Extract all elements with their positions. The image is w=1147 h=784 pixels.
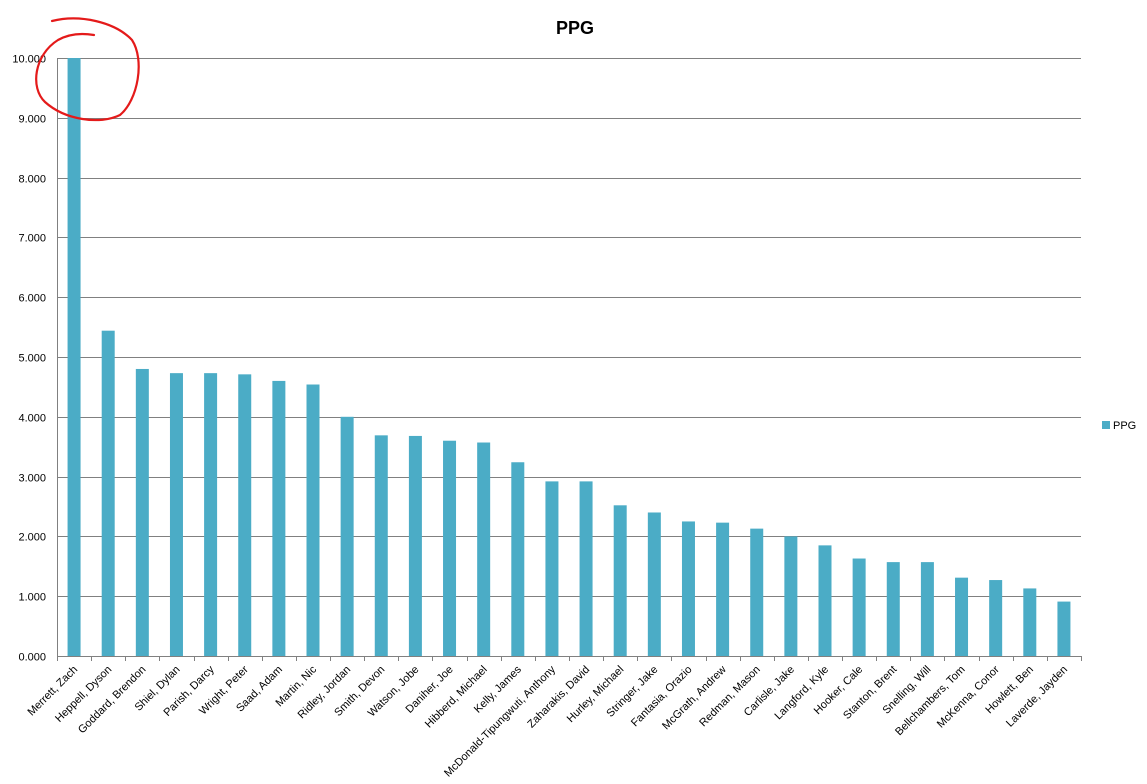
legend: PPG — [1102, 420, 1136, 432]
legend-swatch — [1102, 421, 1110, 429]
x-tick-label: Redman, Mason — [697, 664, 763, 730]
bar — [852, 558, 866, 656]
bar — [306, 384, 320, 656]
y-tick-label: 8.000 — [18, 174, 46, 186]
bar — [408, 435, 422, 656]
bar — [477, 442, 491, 656]
bars — [67, 58, 1071, 656]
legend-label: PPG — [1113, 420, 1136, 432]
bar — [955, 577, 969, 656]
bar — [204, 373, 218, 656]
bar — [1023, 588, 1037, 656]
x-tick-label: Laverde, Jayden — [1004, 664, 1070, 730]
y-tick-label: 3.000 — [18, 473, 46, 485]
y-tick-label: 5.000 — [18, 353, 46, 365]
bar — [784, 536, 798, 656]
bar — [716, 522, 730, 656]
y-axis-ticks: 0.000 1.000 2.000 3.000 4.000 5.000 6.000 7.000… — [12, 54, 46, 664]
bar — [647, 512, 661, 656]
x-tick-label: Fantasia, Orazio — [629, 664, 695, 730]
bar — [169, 373, 183, 656]
bar — [374, 435, 388, 656]
bar — [579, 481, 593, 656]
bar — [135, 368, 149, 656]
y-tick-label: 6.000 — [18, 293, 46, 305]
bar — [613, 505, 627, 656]
bar — [272, 380, 286, 656]
bar — [545, 481, 559, 656]
x-tick-label: Hibberd, Michael — [423, 664, 490, 731]
y-tick-label: 1.000 — [18, 592, 46, 604]
bar — [511, 462, 525, 656]
bar — [989, 580, 1003, 656]
gridlines — [57, 58, 1081, 597]
bar — [750, 528, 764, 656]
y-tick-label: 4.000 — [18, 413, 46, 425]
bar — [920, 562, 934, 656]
chart-title: PPG — [556, 18, 594, 38]
bar — [101, 330, 115, 656]
y-tick-label: 9.000 — [18, 114, 46, 126]
bar — [67, 58, 81, 656]
y-tick-label: 0.000 — [18, 652, 46, 664]
bar — [340, 416, 354, 656]
axes — [57, 58, 1082, 661]
y-tick-label: 2.000 — [18, 532, 46, 544]
x-tick-label: McGrath, Andrew — [660, 664, 729, 733]
x-tick-label: McKenna, Conor — [935, 663, 1002, 730]
bar — [238, 374, 252, 656]
hand-drawn-circle-annotation — [35, 17, 140, 122]
bar — [681, 521, 695, 656]
bar — [818, 545, 832, 656]
x-tick-label: Zaharakis, David — [525, 664, 592, 731]
bar — [443, 440, 457, 656]
bar — [886, 562, 900, 656]
y-tick-label: 7.000 — [18, 233, 46, 245]
y-tick-label: 10.000 — [12, 54, 46, 66]
bar — [1057, 601, 1071, 656]
